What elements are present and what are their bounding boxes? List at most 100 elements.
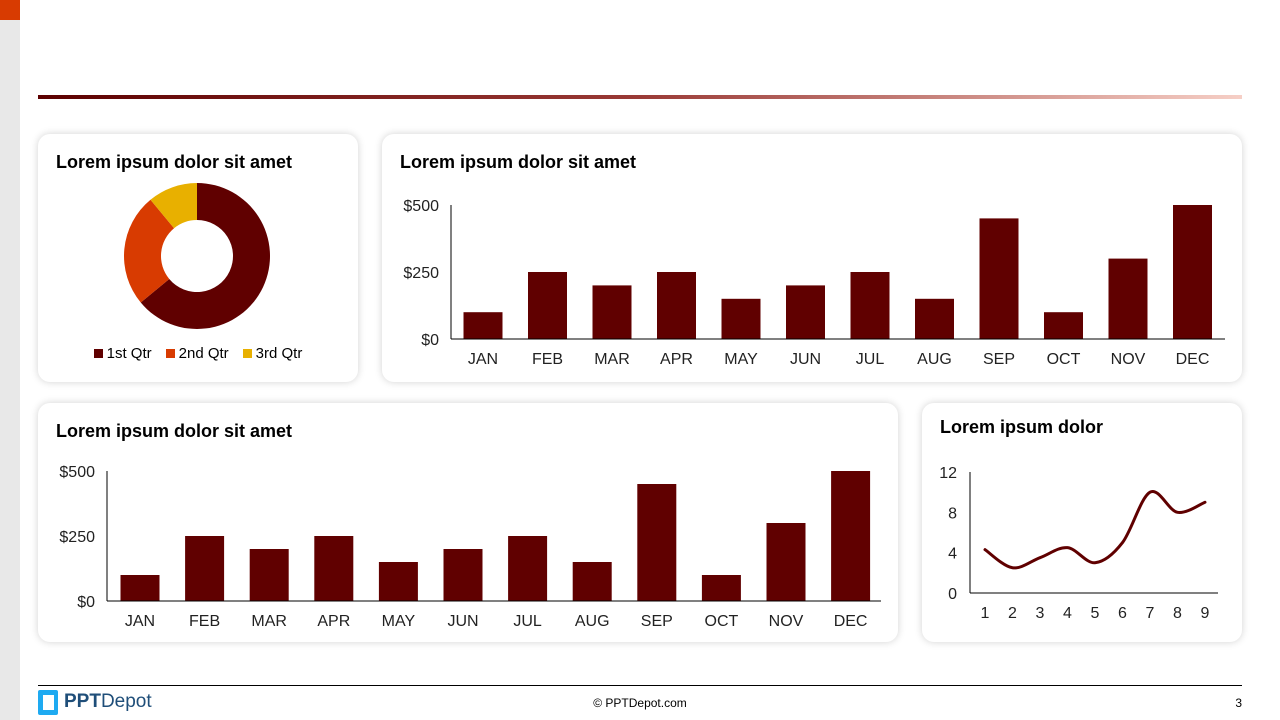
x-tick-label: SEP [983, 351, 1015, 368]
bar [508, 536, 548, 601]
x-tick-label: JUL [856, 351, 885, 368]
donut-slice [150, 183, 197, 229]
donut-card: Lorem ipsum dolor sit amet 1st Qtr 2nd Qt… [38, 134, 358, 382]
bar [572, 562, 612, 601]
bar [1108, 258, 1148, 339]
bar [120, 575, 160, 601]
bar-chart: $0 $250 $500 JAN FEB MAR APR MAY JUN JUL AUG SEP OCT… [59, 464, 881, 630]
y-tick-label: 12 [939, 465, 957, 482]
x-tick-label: 8 [1173, 605, 1182, 622]
bar [1173, 205, 1212, 339]
x-tick-label: 5 [1091, 605, 1100, 622]
x-tick-label: MAR [594, 351, 630, 368]
x-tick-label: 3 [1036, 605, 1045, 622]
legend-label: 3rd Qtr [255, 345, 303, 362]
bar [786, 285, 825, 339]
x-tick-label: JUN [790, 351, 821, 368]
y-tick-label: $250 [403, 265, 439, 282]
y-tick-label: $250 [59, 529, 95, 546]
card-title: Lorem ipsum dolor sit amet [56, 152, 293, 172]
legend-item: 2nd Qtr [165, 345, 229, 362]
bar-card-bottom: Lorem ipsum dolor sit amet $0 $250 $500 JAN… [38, 403, 898, 642]
donut-chart [124, 183, 270, 330]
x-tick-label: 7 [1146, 605, 1155, 622]
bar [701, 575, 741, 601]
y-tick-label: 8 [948, 505, 957, 522]
legend-item: 1st Qtr [93, 345, 152, 362]
y-tick-label: $0 [77, 594, 95, 611]
card-title: Lorem ipsum dolor sit amet [56, 421, 293, 441]
logo-text: Depot [100, 691, 152, 712]
x-tick-label: 6 [1118, 605, 1127, 622]
bar [443, 549, 483, 601]
footer-rule [38, 685, 1242, 686]
left-strip [0, 0, 20, 720]
logo-icon [38, 689, 58, 715]
card-title: Lorem ipsum dolor sit amet [400, 152, 637, 172]
y-tick-label: $500 [59, 464, 95, 481]
bar [657, 272, 696, 339]
x-tick-label: OCT [1047, 351, 1081, 368]
y-tick-label: 0 [948, 586, 957, 603]
bar [850, 272, 890, 339]
bar [979, 218, 1019, 339]
x-tick-label: FEB [532, 351, 563, 368]
x-tick-label: DEC [1176, 351, 1210, 368]
y-tick-label: $0 [421, 332, 439, 349]
x-tick-label: 9 [1201, 605, 1210, 622]
x-tick-label: JUN [447, 613, 478, 630]
x-tick-label: MAR [251, 613, 287, 630]
bar [592, 285, 632, 339]
line-card: Lorem ipsum dolor 0 4 8 12 1 2 3 4 5 6 7 8 9 [922, 403, 1242, 642]
x-tick-label: APR [660, 351, 693, 368]
x-tick-label: MAY [724, 351, 758, 368]
bar [528, 272, 567, 339]
copyright: © PPTDepot.com [593, 696, 687, 710]
legend-label: 1st Qtr [106, 345, 152, 362]
x-tick-label: OCT [705, 613, 739, 630]
x-tick-label: MAY [382, 613, 416, 630]
x-tick-label: JAN [468, 351, 498, 368]
legend-swatch [165, 349, 175, 358]
x-tick-label: AUG [917, 351, 952, 368]
legend-label: 2nd Qtr [178, 345, 229, 362]
legend-swatch [93, 349, 103, 358]
bar-card-top: Lorem ipsum dolor sit amet $0 $250 $500 JAN… [382, 134, 1242, 382]
bar [831, 471, 871, 601]
y-tick-label: 4 [948, 546, 957, 563]
logo: PPT Depot [38, 689, 152, 715]
bar [378, 562, 418, 601]
x-tick-label: 1 [981, 605, 990, 622]
bar [185, 536, 225, 601]
y-tick-label: $500 [403, 198, 439, 215]
legend: 1st Qtr 2nd Qtr 3rd Qtr [38, 345, 358, 362]
logo-text: PPT [64, 691, 101, 712]
bar [915, 298, 954, 339]
legend-swatch [242, 349, 252, 358]
bar [1044, 312, 1083, 339]
x-tick-label: FEB [189, 613, 220, 630]
x-tick-label: NOV [1111, 351, 1146, 368]
bar [766, 523, 806, 601]
bar [463, 312, 503, 339]
legend-item: 3rd Qtr [242, 345, 303, 362]
x-tick-label: SEP [641, 613, 673, 630]
x-tick-label: 2 [1008, 605, 1017, 622]
x-tick-label: JAN [125, 613, 155, 630]
x-tick-label: DEC [834, 613, 868, 630]
bar [637, 484, 677, 601]
card-title: Lorem ipsum dolor [940, 417, 1104, 437]
header-rule [38, 95, 1242, 99]
x-tick-label: JUL [513, 613, 542, 630]
donut-slice [124, 199, 175, 303]
bar [721, 298, 761, 339]
x-tick-label: APR [317, 613, 350, 630]
bar [314, 536, 354, 601]
x-tick-label: AUG [575, 613, 610, 630]
donut-slice [140, 183, 270, 330]
line-series [983, 490, 1207, 570]
bar-chart: $0 $250 $500 JAN FEB MAR APR MAY JUN JUL AUG SEP OCT… [403, 198, 1225, 368]
page-number: 3 [1235, 696, 1242, 710]
x-tick-label: 4 [1063, 605, 1072, 622]
